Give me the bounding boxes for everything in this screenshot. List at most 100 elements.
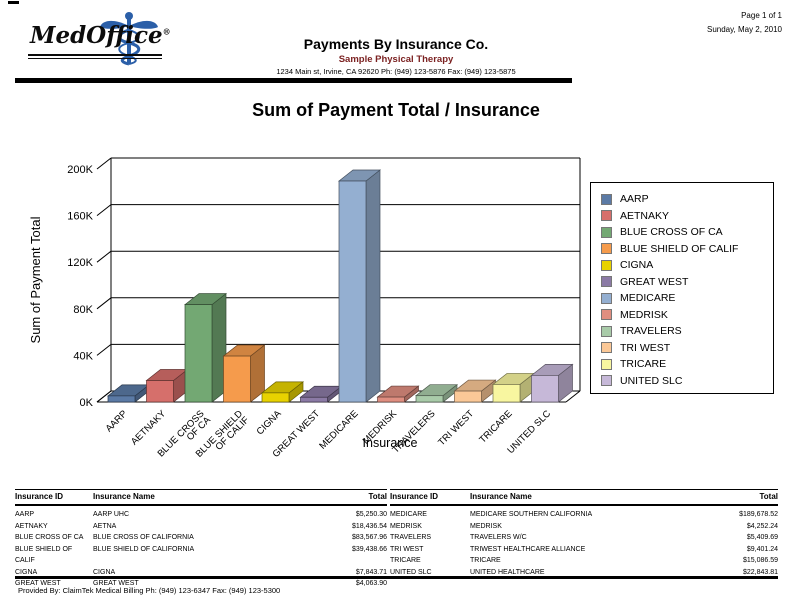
report-title: Payments By Insurance Co. <box>303 36 489 52</box>
table-body: AARP AARP UHC $5,250.30 AETNAKY AETNA $18,436… <box>15 506 387 590</box>
y-tick <box>96 250 112 263</box>
table-cell: $39,438.66 <box>351 545 387 553</box>
table-header-cell: Total <box>368 492 387 501</box>
x-tick-label: CIGNA <box>255 408 285 438</box>
table-cell: BLUE CROSS OF CALIFORNIA <box>93 534 194 541</box>
table-cell: CIGNA <box>93 568 116 576</box>
table-cell: $18,436.54 <box>351 522 387 530</box>
table-cell: $83,567.96 <box>351 534 387 541</box>
legend-label: BLUE SHIELD OF CALIF <box>620 242 739 255</box>
table-cell: TRAVELERS <box>390 534 432 541</box>
bar-front <box>531 375 559 403</box>
legend-swatch <box>601 342 612 354</box>
legend-item: MEDRISK <box>601 307 773 324</box>
table-header-cell: Total <box>759 492 778 501</box>
legend-label: TRI WEST <box>620 341 671 354</box>
y-tick <box>96 344 112 356</box>
bar-front <box>261 392 290 403</box>
table-row: MEDRISK MEDRISK $4,252.24 <box>390 521 778 533</box>
y-tick <box>96 157 112 170</box>
table-cell: BLUE SHIELD OF CALIF <box>15 545 73 565</box>
y-axis-title: Sum of Payment Total <box>28 216 43 343</box>
y-tick-label: 160K <box>67 211 93 223</box>
legend-swatch <box>601 375 612 387</box>
table-header-row: Insurance ID Insurance Name Total <box>15 489 387 506</box>
corner-mark <box>8 1 19 4</box>
table-cell: $15,086.59 <box>742 557 778 564</box>
legend-item: BLUE SHIELD OF CALIF <box>601 241 773 258</box>
legend-item: TRAVELERS <box>601 323 773 340</box>
y-tick-label: 0K <box>80 397 94 409</box>
logo-underline-1 <box>28 54 162 56</box>
legend-swatch <box>601 210 612 222</box>
insurance-table-right: Insurance ID Insurance Name Total MEDICARE M… <box>390 489 778 578</box>
legend-label: UNITED SLC <box>620 374 683 387</box>
logo-underline-2 <box>28 58 162 59</box>
table-row: AARP AARP UHC $5,250.30 <box>15 509 387 521</box>
table-row: CIGNA CIGNA $7,843.71 <box>15 567 387 579</box>
table-header-cell: Insurance ID <box>390 492 439 501</box>
bar-front <box>300 396 328 403</box>
legend-swatch <box>601 193 612 205</box>
legend-swatch <box>601 309 612 321</box>
table-cell: $5,409.69 <box>746 534 778 541</box>
table-cell: $4,252.24 <box>746 522 778 530</box>
page-indicator: Page 1 of 1 <box>741 11 782 20</box>
legend-item: BLUE CROSS OF CA <box>601 224 773 241</box>
legend-item: AETNAKY <box>601 208 773 225</box>
legend-item: TRICARE <box>601 356 773 373</box>
table-row: TRAVELERS TRAVELERS W/C $5,409.69 <box>390 532 778 544</box>
legend-item: UNITED SLC <box>601 373 773 390</box>
bar-side <box>365 169 381 403</box>
table-cell: $7,843.71 <box>355 568 387 576</box>
legend-swatch <box>601 292 612 304</box>
legend-swatch <box>601 259 612 271</box>
medoffice-logo: MedOffice® <box>28 10 176 68</box>
x-tick-label: AARP <box>104 408 130 434</box>
table-row: MEDICARE MEDICARE SOUTHERN CALIFORNIA $189… <box>390 509 778 521</box>
table-cell: AETNAKY <box>15 522 48 530</box>
bar-front <box>377 396 405 403</box>
legend-item: AARP <box>601 191 773 208</box>
logo-wordmark: MedOffice® <box>30 22 171 49</box>
table-cell: $22,843.81 <box>742 568 778 576</box>
legend-item: TRI WEST <box>601 340 773 357</box>
legend-label: TRAVELERS <box>620 325 682 338</box>
chart-legend: AARP AETNAKY BLUE CROSS OF CA BLUE SHIELD O… <box>590 182 774 394</box>
table-row: AETNAKY AETNA $18,436.54 <box>15 521 387 533</box>
practice-name: Sample Physical Therapy <box>338 54 454 65</box>
legend-label: TRICARE <box>620 358 667 371</box>
table-row: TRI WEST TRIWEST HEALTHCARE ALLIANCE $9,40… <box>390 544 778 556</box>
bar-front <box>454 390 482 403</box>
report-footer: Provided By: ClaimTek Medical Billing Ph… <box>18 586 281 595</box>
y-tick <box>96 204 112 216</box>
y-axis-line <box>96 158 112 403</box>
table-cell: GREAT WEST <box>93 580 139 587</box>
legend-label: GREAT WEST <box>620 275 689 288</box>
bar-front <box>223 355 251 403</box>
table-cell: BLUE SHIELD OF CALIFORNIA <box>93 545 195 553</box>
table-cell: $189,678.52 <box>739 511 778 518</box>
table-cell: UNITED SLC <box>390 568 432 576</box>
table-cell: BLUE CROSS OF CA <box>15 534 84 541</box>
x-axis-title: Insurance <box>363 436 418 450</box>
table-cell: TRICARE <box>470 557 501 564</box>
table-row: BLUE SHIELD OF CALIF BLUE SHIELD OF CALIF… <box>15 544 387 567</box>
legend-label: MEDICARE <box>620 292 676 305</box>
y-tick-label: 40K <box>73 350 93 362</box>
y-tick <box>96 297 112 310</box>
header-divider <box>15 78 572 83</box>
table-cell: TRAVELERS W/C <box>470 534 527 541</box>
bar-front <box>492 384 521 403</box>
table-row: TRICARE TRICARE $15,086.59 <box>390 555 778 567</box>
legend-label: BLUE CROSS OF CA <box>620 226 723 239</box>
table-cell: MEDRISK <box>390 522 422 530</box>
practice-address: 1234 Main st, Irvine, CA 92620 Ph: (949)… <box>276 67 516 76</box>
y-tick-label: 120K <box>67 257 93 269</box>
legend-swatch <box>601 226 612 238</box>
table-cell: CIGNA <box>15 568 38 576</box>
table-row: BLUE CROSS OF CA BLUE CROSS OF CALIFORNIA… <box>15 532 387 544</box>
bar-front <box>415 395 444 403</box>
table-cell: TRI WEST <box>390 545 424 553</box>
